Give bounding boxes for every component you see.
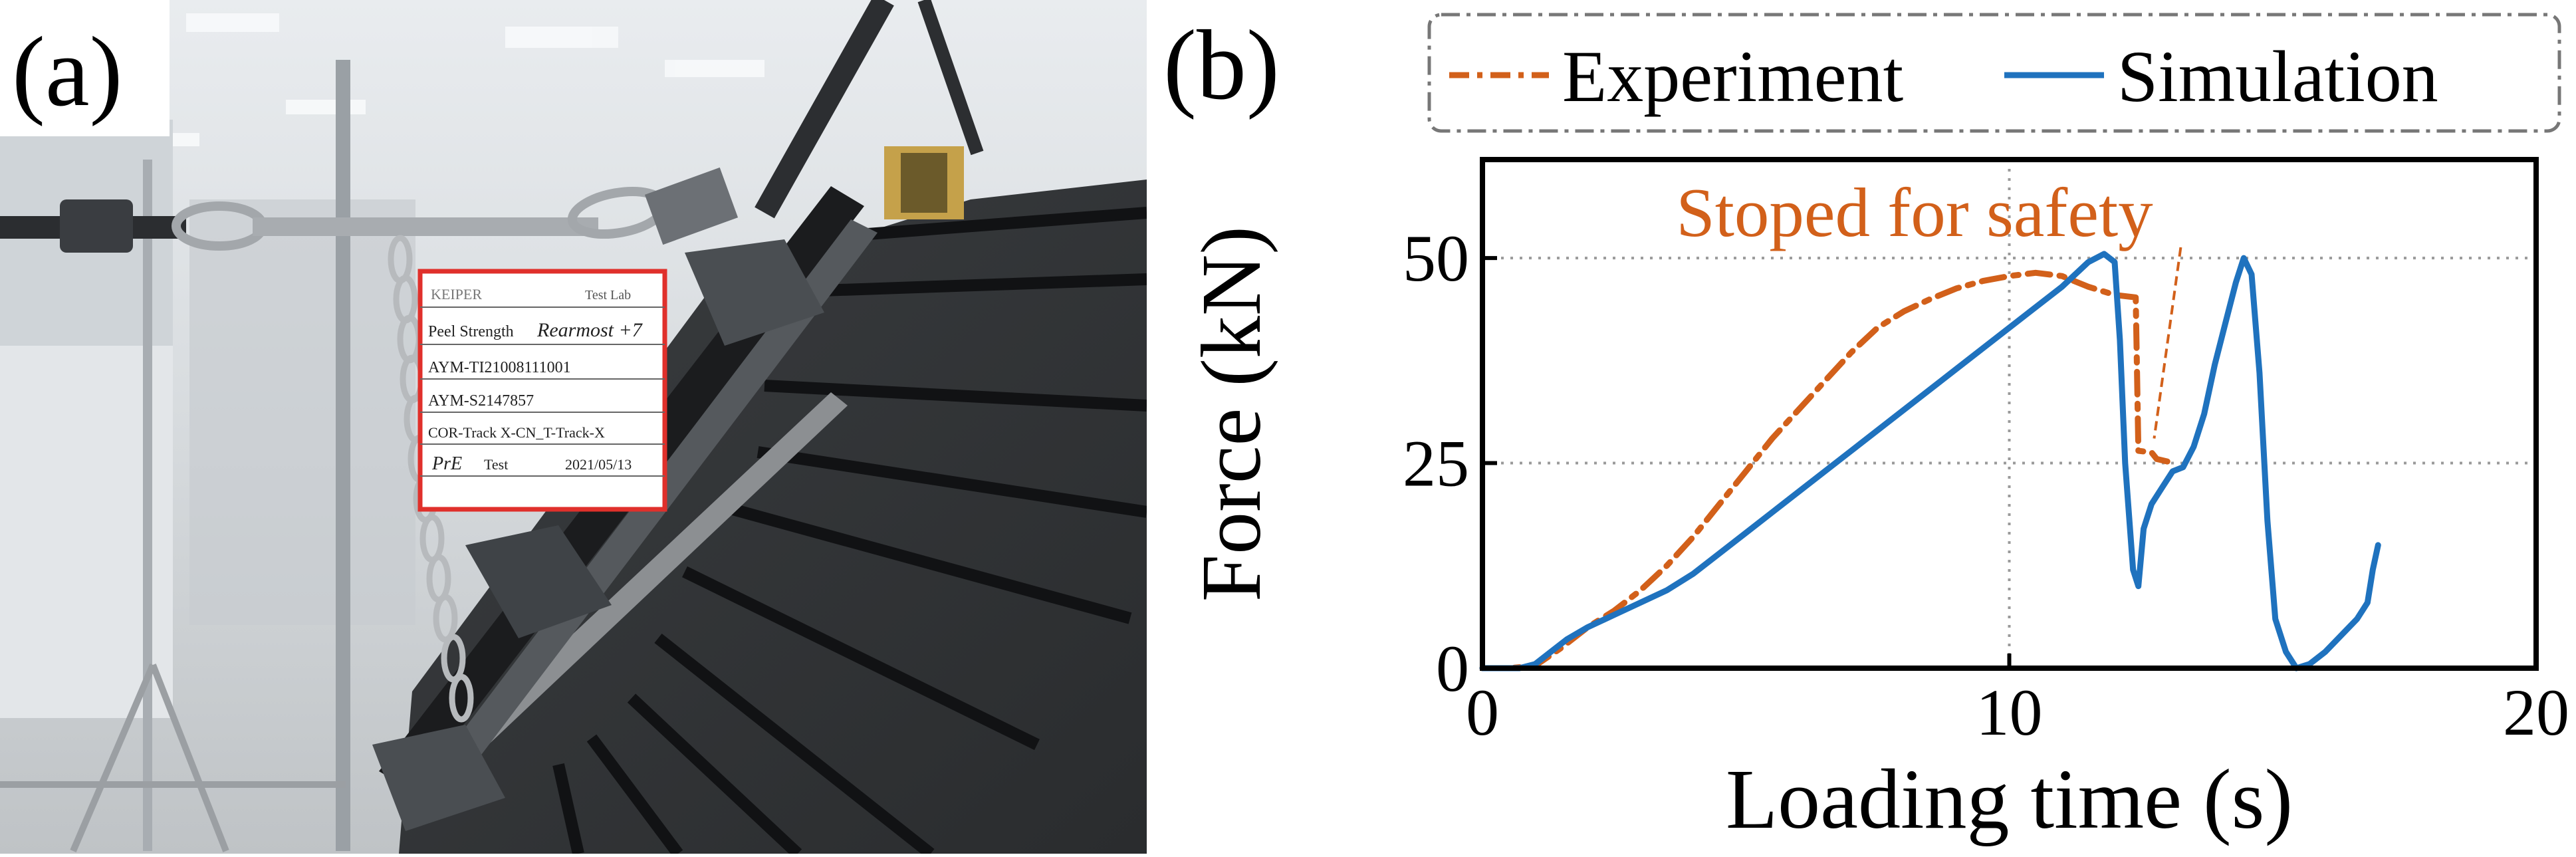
legend-experiment-label: Experiment <box>1562 36 1903 117</box>
force-time-chart: (b) Experiment Simulation 0 10 20 0 25 50 Sto… <box>1163 10 2569 846</box>
sign-line-5: Test <box>484 456 508 473</box>
panel-b-label: (b) <box>1163 10 1280 120</box>
actuator-rod <box>755 0 984 219</box>
sign-company: KEIPER <box>431 286 482 303</box>
y-tick-label: 25 <box>1403 427 1469 501</box>
y-tick-label: 0 <box>1436 632 1469 705</box>
chart-legend: Experiment Simulation <box>1427 13 2561 133</box>
x-tick-label: 10 <box>1976 675 2043 749</box>
tripod-stand <box>0 664 346 852</box>
test-rig-illustration: KEIPER Test Lab Peel Strength Rearmost +… <box>0 0 1147 854</box>
stopped-for-safety-annotation: Stoped for safety <box>1676 174 2153 251</box>
frame-post-left <box>143 160 152 851</box>
legend-simulation-label: Simulation <box>2117 36 2438 117</box>
test-photo: KEIPER Test Lab Peel Strength Rearmost +… <box>0 0 1147 854</box>
x-axis-label: Loading time (s) <box>1726 752 2293 846</box>
sign-lab: Test Lab <box>585 288 631 303</box>
force-chart-panel: (b) Experiment Simulation 0 10 20 0 25 50 Sto… <box>1157 0 2576 854</box>
glass-partition <box>189 199 415 625</box>
y-tick-label: 50 <box>1403 221 1469 295</box>
chart-ticks: 0 10 20 0 25 50 <box>1403 221 2569 749</box>
sign-line-4: COR-Track X-CN_T-Track-X <box>428 424 605 441</box>
sign-handwritten-note: Rearmost +7 <box>536 319 644 341</box>
test-label-sign: KEIPER Test Lab Peel Strength Rearmost +… <box>417 269 667 512</box>
sign-test-name: Peel Strength <box>428 323 514 340</box>
panel-a-label: (a) <box>12 17 122 127</box>
sign-line-3: AYM-S2147857 <box>428 392 534 410</box>
sign-line-5-hand: PrE <box>431 453 462 474</box>
series-line-simulation <box>1479 251 2381 672</box>
slotted-base-plate <box>399 180 1147 854</box>
sign-line-2: AYM-TI21008111001 <box>428 359 571 376</box>
chart-series <box>1479 251 2381 672</box>
x-tick-label: 0 <box>1466 675 1499 749</box>
sign-date: 2021/05/13 <box>565 456 632 473</box>
frame-post <box>336 60 350 851</box>
y-axis-label: Force (kN) <box>1184 226 1278 602</box>
panel-a-label-bg <box>0 0 170 136</box>
x-tick-label: 20 <box>2503 675 2569 749</box>
turnbuckle-assembly <box>0 167 739 253</box>
legend-frame <box>1427 13 2561 133</box>
chart-grid <box>1482 160 2536 668</box>
annotation-arrow <box>2153 247 2182 439</box>
